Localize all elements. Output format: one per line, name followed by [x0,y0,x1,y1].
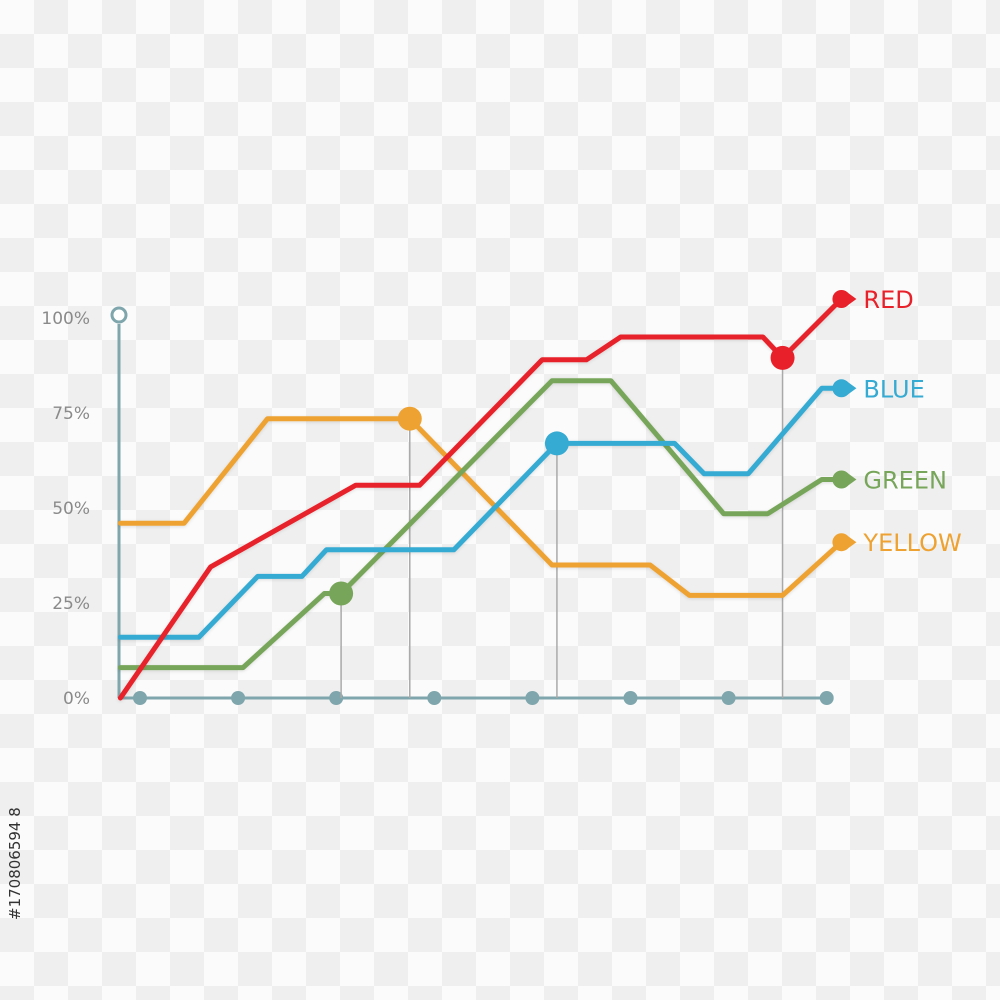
x-tick-dot [721,691,736,705]
x-tick-dot [525,691,540,705]
x-tick-dot [329,691,344,705]
highlight-drop-lines [340,357,784,698]
series-line-blue [117,385,844,640]
x-tick-dot [231,691,246,705]
highlight-point-blue [544,431,569,456]
series-line-yellow [117,416,844,598]
y-tick-label: 100% [41,309,90,329]
series-line-red [117,296,844,701]
x-tick-dot [623,691,638,705]
series-line-green [117,378,844,671]
stock-image-id: #170806594 8 [6,807,24,920]
y-axis-end-ring [110,306,128,324]
series-lines [117,296,844,701]
legend-label-green: GREEN [863,467,947,495]
legend: YELLOW GREEN BLUE RED [862,286,961,557]
legend-label-blue: BLUE [863,375,924,403]
highlight-point-red [770,345,795,370]
x-tick-dot [427,691,442,705]
y-tick-label: 75% [52,404,90,424]
x-tick-dot [819,691,834,705]
y-tick-label: 25% [52,594,90,614]
series-markers [329,290,857,606]
end-arrow-blue [845,380,857,397]
chart-axes: 0% 25% 50% 75% 100% [41,306,834,709]
legend-label-red: RED [863,286,913,314]
end-arrow-yellow [845,534,857,551]
highlight-point-yellow [397,406,422,431]
end-arrow-red [845,291,857,307]
highlight-point-green [329,581,354,606]
legend-label-yellow: YELLOW [862,529,961,557]
end-arrow-green [845,471,857,488]
y-tick-label: 0% [63,689,90,709]
y-tick-label: 50% [52,499,90,519]
x-tick-dot [133,691,147,705]
